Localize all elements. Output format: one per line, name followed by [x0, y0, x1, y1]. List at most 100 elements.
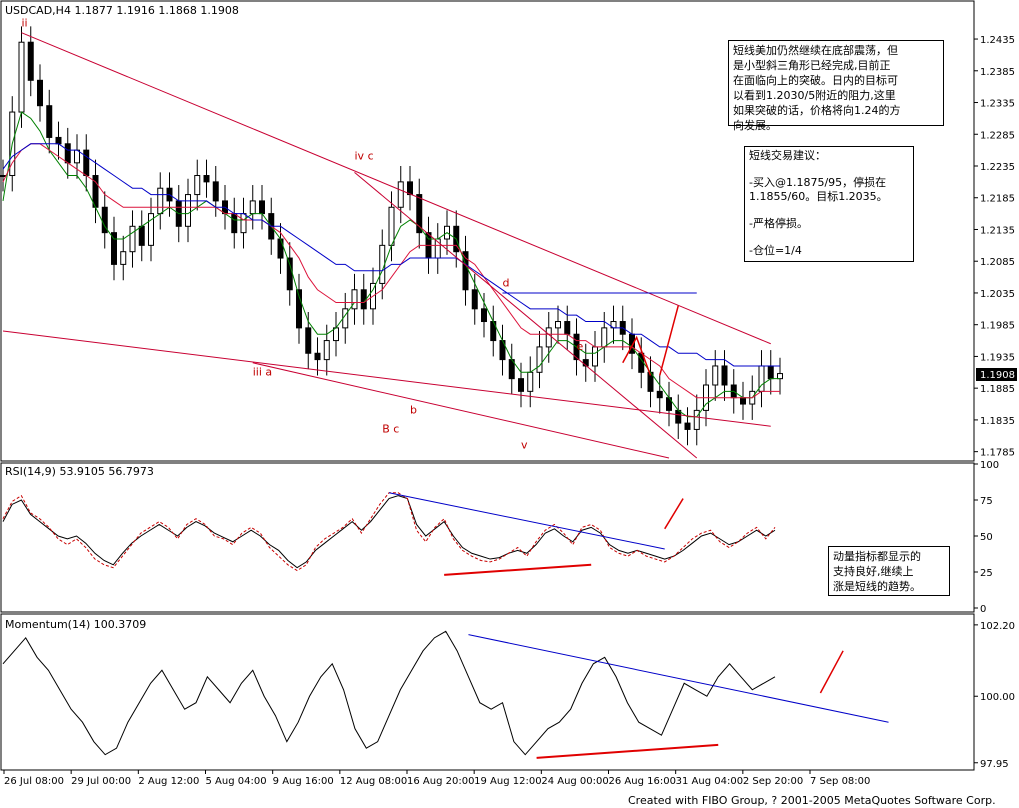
candle-body: [212, 181, 219, 202]
indicator-line: [2, 495, 776, 569]
candle-body: [249, 200, 256, 215]
y-tick-label: 1.2435: [980, 35, 1015, 46]
y-tick-label: 1.1885: [980, 384, 1015, 395]
x-tick-label: 12 Aug 08:00: [340, 776, 407, 787]
candle-body: [240, 213, 247, 234]
advice-line: [749, 163, 909, 177]
candle-body: [83, 149, 90, 177]
x-tick-label: 9 Aug 16:00: [273, 776, 334, 787]
candle-body: [18, 41, 25, 113]
candle-body: [481, 308, 487, 323]
y-tick-label: 97.95: [980, 759, 1009, 770]
trade-advice-note: 短线交易建议： -买入@1.1875/95，停损在 1.1855/60。目标1.…: [744, 146, 914, 262]
advice-line: 1.1855/60。目标1.2035。: [749, 189, 888, 203]
y-tick-label: 1.2035: [980, 289, 1015, 300]
candle-body: [740, 397, 746, 405]
candle-body: [64, 143, 71, 164]
advice-line: -严格停损。: [749, 216, 808, 230]
analysis-line: 短线美加仍然继续在底部震荡，但: [733, 44, 898, 57]
candle-body: [185, 194, 191, 227]
y-tick-label: 0: [980, 604, 986, 615]
x-tick-label: 2 Sep 20:00: [743, 776, 803, 787]
candle-body: [462, 251, 469, 291]
forecast-arrow: [664, 498, 684, 530]
candle-body: [138, 225, 145, 246]
x-tick-label: 26 Jul 08:00: [4, 776, 64, 787]
candle-body: [37, 79, 43, 107]
wave-label: b: [410, 404, 417, 417]
momentum-note-line: 支持良好,继续上: [833, 565, 914, 578]
candle-body: [314, 352, 321, 361]
y-tick-label: 102.20: [980, 621, 1015, 632]
candle-body: [564, 321, 571, 335]
candle-body: [693, 409, 700, 430]
candle-body: [55, 136, 62, 145]
rsi-chart-title: RSI(14,9) 53.9105 56.7973: [5, 465, 154, 478]
trend-line: [21, 32, 771, 345]
price-chart-title: USDCAD,H4 1.1877 1.1916 1.1868 1.1908: [5, 4, 239, 17]
y-tick-label: 1.2335: [980, 99, 1015, 110]
last-price-tag: [976, 368, 1017, 381]
y-tick-label: 1.1985: [980, 321, 1015, 332]
trend-line: [444, 563, 592, 576]
candle-body: [767, 365, 774, 380]
analysis-line: 以看到1.2030/5附近的阻力,这里: [733, 89, 896, 102]
x-tick-label: 26 Aug 16:00: [609, 776, 676, 787]
candle-body: [194, 175, 201, 196]
y-tick-label: 100.00: [980, 692, 1015, 703]
footer-credit: Created with FIBO Group, ? 2001-2005 Met…: [628, 794, 996, 807]
y-tick-label: 50: [980, 532, 993, 543]
advice-line: 短线交易建议：: [749, 149, 826, 162]
y-tick-label: 1.2135: [980, 225, 1015, 236]
candle-body: [712, 365, 719, 386]
candle-body: [286, 257, 293, 291]
candle-body: [296, 289, 302, 329]
candle-body: [129, 225, 136, 253]
trend-line: [536, 743, 719, 759]
moving-average-line: [2, 143, 780, 399]
candle-body: [203, 175, 210, 183]
axes-group: 1.2435 1.2385 1.2335 1.2285 1.2235 1.2185 1.21…: [3, 35, 1015, 787]
advice-line: -买入@1.1875/95，停损在: [749, 176, 887, 189]
y-tick-label: 1.1835: [980, 416, 1015, 427]
candle-body: [74, 149, 80, 164]
y-tick-label: 1.2085: [980, 257, 1015, 268]
momentum-chart-title: Momentum(14) 100.3709: [5, 618, 146, 631]
advice-line: -仓位=1/4: [749, 243, 802, 257]
candle-body: [592, 346, 598, 367]
analysis-line: 如果突破的话，价格将向1.24的方: [733, 104, 901, 117]
rsi-series-group: [2, 492, 776, 576]
candle-body: [323, 340, 330, 361]
wave-label: iv c: [355, 150, 374, 163]
trend-line: [2, 330, 771, 427]
candle-body: [101, 206, 108, 234]
last-price-label: 1.1908: [980, 370, 1015, 381]
momentum-note: 动量指标都显示的 支持良好,继续上 涨是短线的趋势。: [828, 546, 950, 596]
forecast-arrow: [622, 335, 652, 376]
analysis-line: 是小型斜三角形已经完成,目前正: [733, 59, 891, 72]
candle-body: [777, 373, 783, 380]
candle-body: [397, 181, 404, 208]
y-tick-label: 1.1935: [980, 352, 1015, 363]
y-tick-label: 75: [980, 496, 993, 507]
x-tick-label: 16 Aug 20:00: [407, 776, 474, 787]
candle-body: [120, 251, 127, 265]
candle-body: [148, 213, 154, 246]
y-tick-label: 1.2285: [980, 130, 1015, 141]
x-tick-label: 5 Aug 04:00: [206, 776, 267, 787]
price-series-group: ii iv c iii a d b e B c v: [0, 16, 783, 459]
candle-body: [536, 346, 543, 373]
trend-line: [388, 492, 665, 550]
candle-body: [684, 422, 691, 430]
candle-body: [471, 289, 478, 310]
moving-average-line: [2, 143, 780, 367]
candle-body: [656, 390, 663, 399]
momentum-panel: [0, 613, 975, 771]
candle-body: [721, 365, 728, 386]
wave-label: d: [503, 277, 510, 290]
advice-line: [749, 230, 909, 244]
candle-body: [277, 238, 284, 259]
advice-line: [749, 203, 909, 217]
x-tick-label: 29 Jul 00:00: [71, 776, 131, 787]
wave-label: B c: [382, 423, 399, 436]
